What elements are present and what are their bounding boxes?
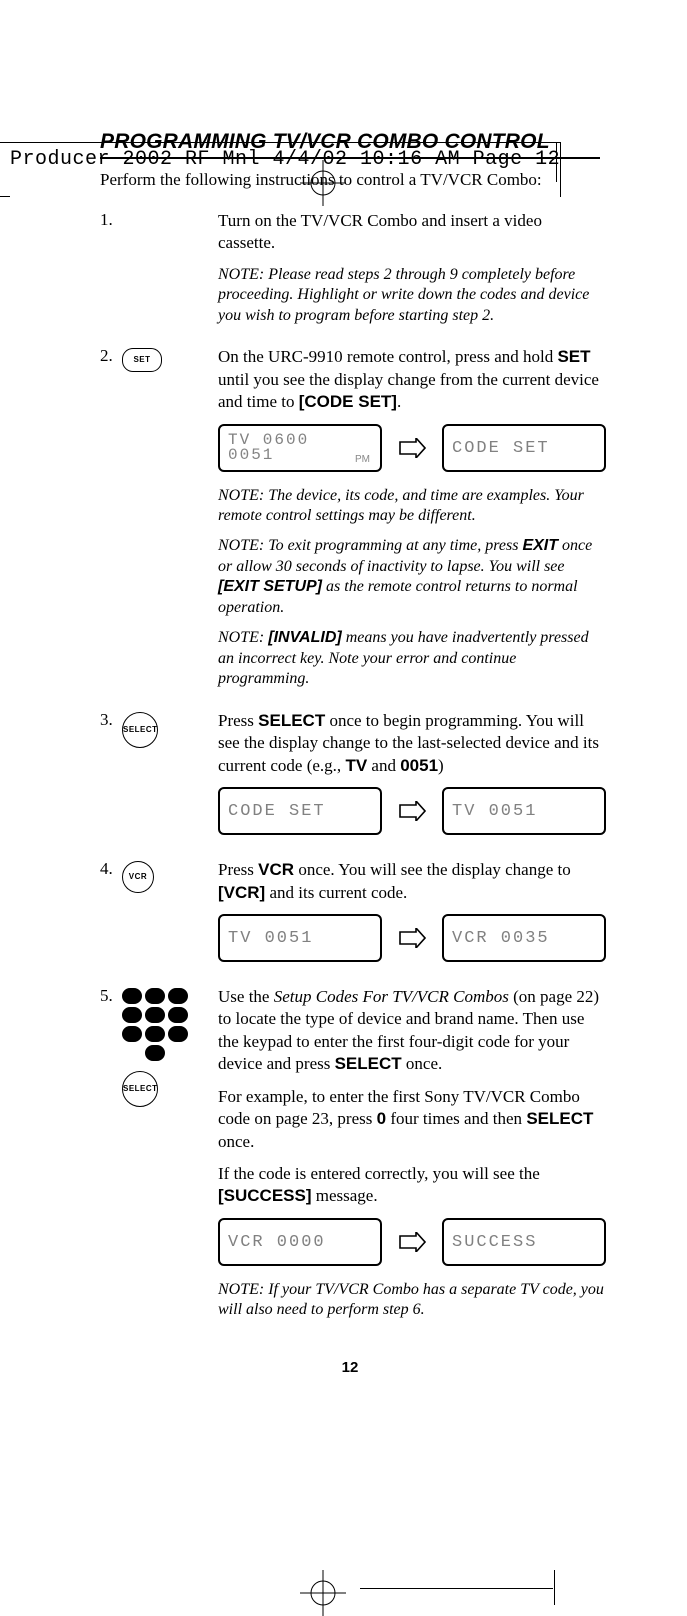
crop-hairline — [360, 1588, 553, 1589]
step-3: 3. SELECT Press SELECT once to begin pro… — [100, 710, 600, 849]
lead-text: Perform the following instructions to co… — [100, 169, 600, 192]
step-num: 5. — [100, 986, 122, 1006]
step-note: NOTE: To exit programming at any time, p… — [218, 536, 606, 618]
step-note: NOTE: Please read steps 2 through 9 comp… — [218, 265, 600, 326]
step-num: 4. — [100, 859, 122, 879]
set-button-icon: SET — [122, 348, 162, 372]
lcd-after: SUCCESS — [442, 1218, 606, 1266]
vcr-button-icon: VCR — [122, 861, 154, 893]
registration-mark-bottom — [300, 1570, 346, 1616]
step-4: 4. VCR Press VCR once. You will see the … — [100, 859, 600, 976]
page-number: 12 — [100, 1359, 600, 1376]
step-note: NOTE: If your TV/VCR Combo has a separat… — [218, 1280, 606, 1321]
step-note: NOTE: [INVALID] means you have inadverte… — [218, 628, 606, 689]
step-num: 3. — [100, 710, 122, 730]
step-text: Press SELECT once to begin programming. … — [218, 710, 606, 777]
lcd-before: VCR 0000 — [218, 1218, 382, 1266]
arrow-icon — [398, 928, 426, 948]
step-text: On the URC-9910 remote control, press an… — [218, 346, 606, 413]
step-2: 2. SET On the URC-9910 remote control, p… — [100, 346, 600, 700]
step-text: Use the Setup Codes For TV/VCR Combos (o… — [218, 986, 606, 1076]
step-1: 1. Turn on the TV/VCR Combo and insert a… — [100, 210, 600, 336]
select-button-icon: SELECT — [122, 712, 158, 748]
lcd-after: CODE SET — [442, 424, 606, 472]
step-5: 5. SELECT Use the Setup Codes For TV/VCR… — [100, 986, 600, 1331]
lcd-before: TV 0051 — [218, 914, 382, 962]
arrow-icon — [398, 438, 426, 458]
lcd-after: TV 0051 — [442, 787, 606, 835]
lcd-after: VCR 0035 — [442, 914, 606, 962]
step-text: If the code is entered correctly, you wi… — [218, 1163, 606, 1208]
keypad-icon — [122, 988, 188, 1061]
arrow-icon — [398, 801, 426, 821]
step-text: Press VCR once. You will see the display… — [218, 859, 606, 904]
step-num: 2. — [100, 346, 122, 366]
arrow-icon — [398, 1232, 426, 1252]
section-title: PROGRAMMING TV/VCR COMBO CONTROL — [100, 130, 600, 159]
lcd-before: CODE SET — [218, 787, 382, 835]
lcd-before: TV 0600 0051 PM — [218, 424, 382, 472]
step-note: NOTE: The device, its code, and time are… — [218, 486, 606, 527]
step-text: Turn on the TV/VCR Combo and insert a vi… — [218, 210, 600, 255]
crop-hairline — [554, 1570, 555, 1605]
select-button-icon: SELECT — [122, 1071, 158, 1107]
step-num: 1. — [100, 210, 122, 230]
step-text: For example, to enter the first Sony TV/… — [218, 1086, 606, 1153]
